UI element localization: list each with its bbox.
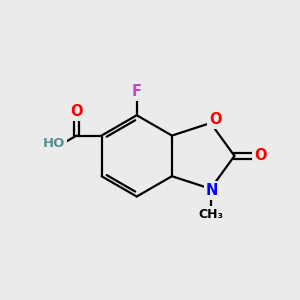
Text: HO: HO [42,137,65,150]
Text: CH₃: CH₃ [198,208,223,221]
Text: F: F [132,84,142,99]
Text: N: N [206,183,218,198]
Text: O: O [210,112,222,127]
Text: O: O [70,104,83,119]
Text: O: O [254,148,266,164]
